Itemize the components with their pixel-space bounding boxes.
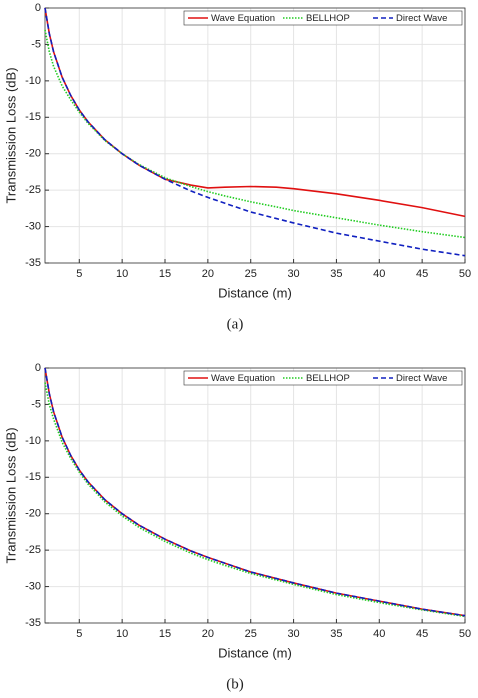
legend-label: Direct Wave	[396, 13, 447, 24]
plot-area	[45, 8, 465, 263]
x-tick-label: 50	[459, 628, 471, 640]
panel-caption: (a)	[227, 316, 244, 332]
x-tick-label: 25	[245, 268, 257, 280]
y-tick-label: -5	[31, 398, 41, 410]
x-tick-label: 25	[245, 628, 257, 640]
series-line	[44, 367, 466, 617]
y-tick-label: -10	[25, 75, 41, 87]
x-tick-label: 30	[287, 268, 299, 280]
x-axis-title: Distance (m)	[218, 285, 292, 300]
panel-caption: (b)	[226, 676, 244, 692]
x-tick-label: 20	[202, 268, 214, 280]
y-tick-label: -5	[31, 38, 41, 50]
y-tick-label: -10	[25, 435, 41, 447]
x-tick-label: 10	[116, 628, 128, 640]
x-tick-label: 40	[373, 268, 385, 280]
x-tick-label: 35	[330, 628, 342, 640]
legend: Wave Equation BELLHOP Direct Wave	[183, 10, 463, 26]
y-tick-label: -35	[25, 257, 41, 269]
x-tick-label: 5	[76, 268, 82, 280]
legend-label: Wave Equation	[211, 13, 275, 24]
y-tick-label: 0	[35, 2, 41, 14]
x-tick-label: 20	[202, 628, 214, 640]
legend-label: Direct Wave	[396, 373, 447, 384]
y-tick-label: -20	[25, 148, 41, 160]
series-line	[44, 382, 466, 618]
plot-frame	[44, 7, 466, 264]
x-tick-label: 5	[76, 628, 82, 640]
y-axis-title: Transmission Loss (dB)	[3, 427, 18, 563]
y-tick-label: -15	[25, 111, 41, 123]
y-tick-label: -20	[25, 508, 41, 520]
legend-box	[183, 10, 463, 26]
y-tick-label: -15	[25, 471, 41, 483]
legend-label: Wave Equation	[211, 373, 275, 384]
x-tick-label: 30	[287, 628, 299, 640]
y-tick-label: -35	[25, 617, 41, 629]
plot-area	[45, 368, 465, 623]
x-tick-label: 40	[373, 628, 385, 640]
y-tick-label: -30	[25, 580, 41, 592]
x-tick-label: 15	[159, 268, 171, 280]
legend-label: BELLHOP	[306, 373, 350, 384]
legend-label: BELLHOP	[306, 13, 350, 24]
plot-frame	[44, 367, 466, 624]
y-tick-label: -25	[25, 184, 41, 196]
legend: Wave Equation BELLHOP Direct Wave	[183, 370, 463, 386]
series-line	[44, 29, 466, 239]
x-tick-label: 15	[159, 628, 171, 640]
x-tick-label: 50	[459, 268, 471, 280]
x-tick-label: 35	[330, 268, 342, 280]
y-tick-label: -25	[25, 544, 41, 556]
legend-box	[183, 370, 463, 386]
x-tick-label: 45	[416, 268, 428, 280]
x-tick-label: 10	[116, 268, 128, 280]
y-axis-title: Transmission Loss (dB)	[3, 67, 18, 203]
y-tick-label: 0	[35, 362, 41, 374]
y-tick-label: -30	[25, 220, 41, 232]
x-tick-label: 45	[416, 628, 428, 640]
series-line	[44, 7, 466, 257]
x-axis-title: Distance (m)	[218, 645, 292, 660]
